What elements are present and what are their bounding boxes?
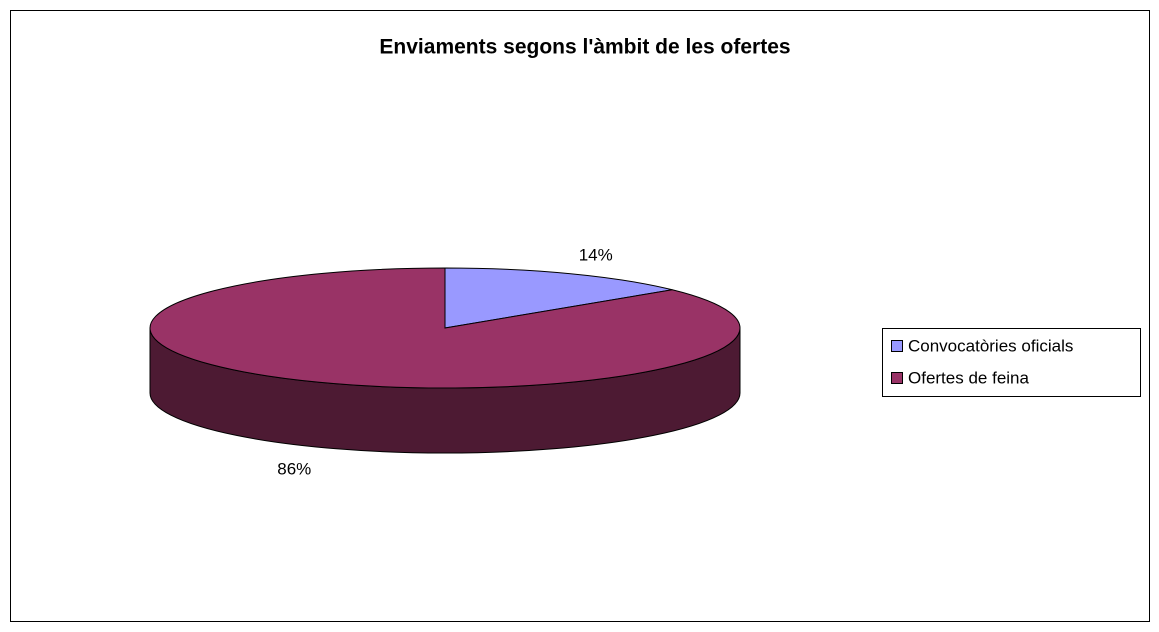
legend-swatch (891, 372, 903, 384)
pie-slice (149, 267, 741, 389)
data-label: 86% (277, 460, 311, 479)
pie-slice (444, 267, 673, 329)
chart-title: Enviaments segons l'àmbit de les ofertes (379, 36, 790, 59)
legend-label: Ofertes de feina (908, 368, 1030, 387)
data-label: 14% (579, 245, 613, 264)
legend-label: Convocatòries oficials (908, 336, 1073, 355)
legend-box (882, 328, 1141, 397)
legend-swatch (891, 340, 903, 352)
